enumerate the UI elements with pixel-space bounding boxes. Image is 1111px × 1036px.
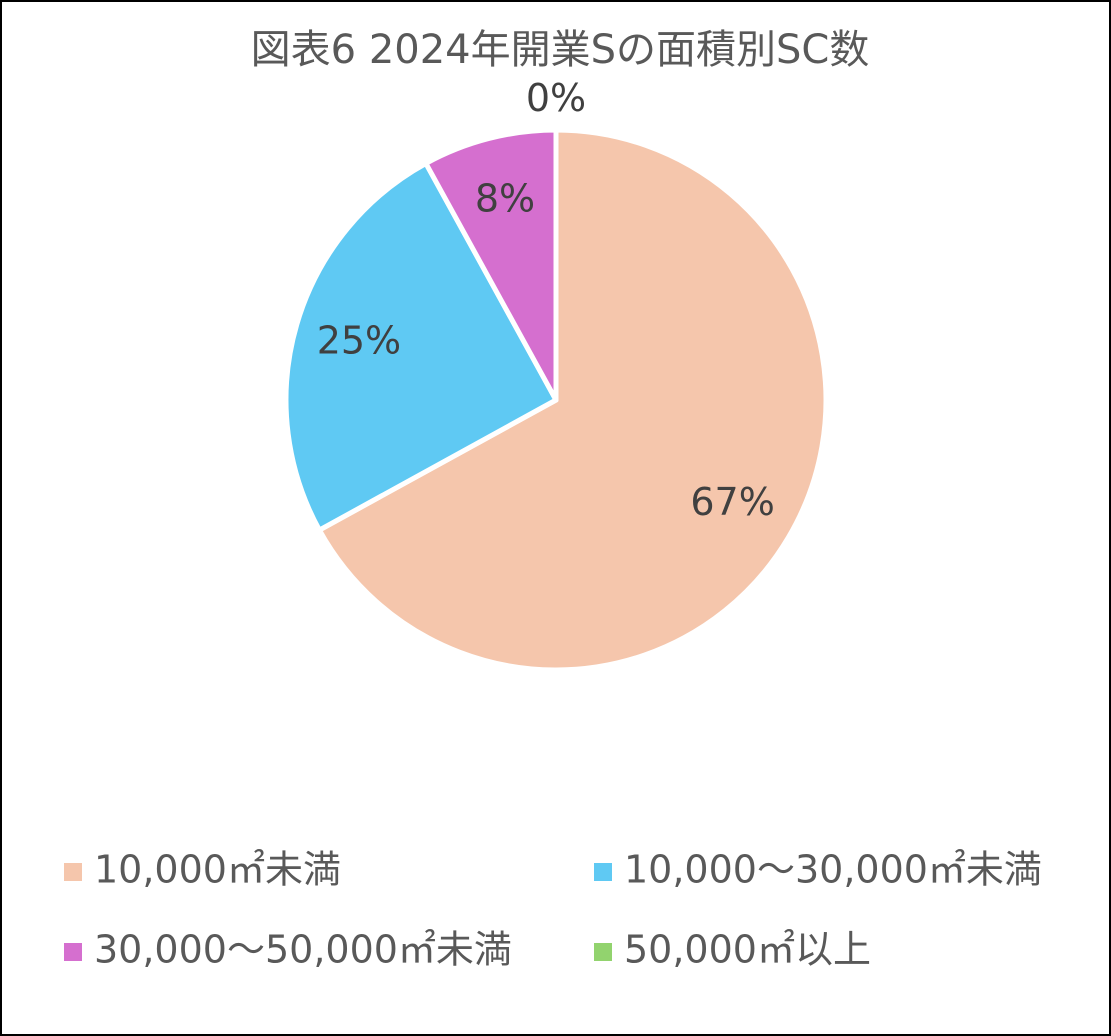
legend-label: 50,000㎡以上	[624, 928, 871, 972]
pie-slice	[316, 127, 829, 673]
legend-label: 10,000㎡未満	[94, 848, 341, 892]
legend-label: 10,000～30,000㎡未満	[624, 848, 1042, 892]
pie-slice	[283, 160, 559, 533]
legend-swatch	[64, 863, 82, 881]
pie-slice	[423, 127, 559, 403]
data-label: 0%	[526, 76, 586, 120]
data-label: 67%	[690, 480, 774, 524]
data-label: 25%	[317, 318, 401, 362]
legend-swatch	[594, 863, 612, 881]
legend-label: 30,000～50,000㎡未満	[94, 928, 512, 972]
legend-swatch	[64, 943, 82, 961]
data-label: 8%	[475, 177, 535, 221]
chart-title: 図表6 2024年開業Sの面積別SC数	[251, 27, 870, 73]
legend-swatch	[594, 943, 612, 961]
